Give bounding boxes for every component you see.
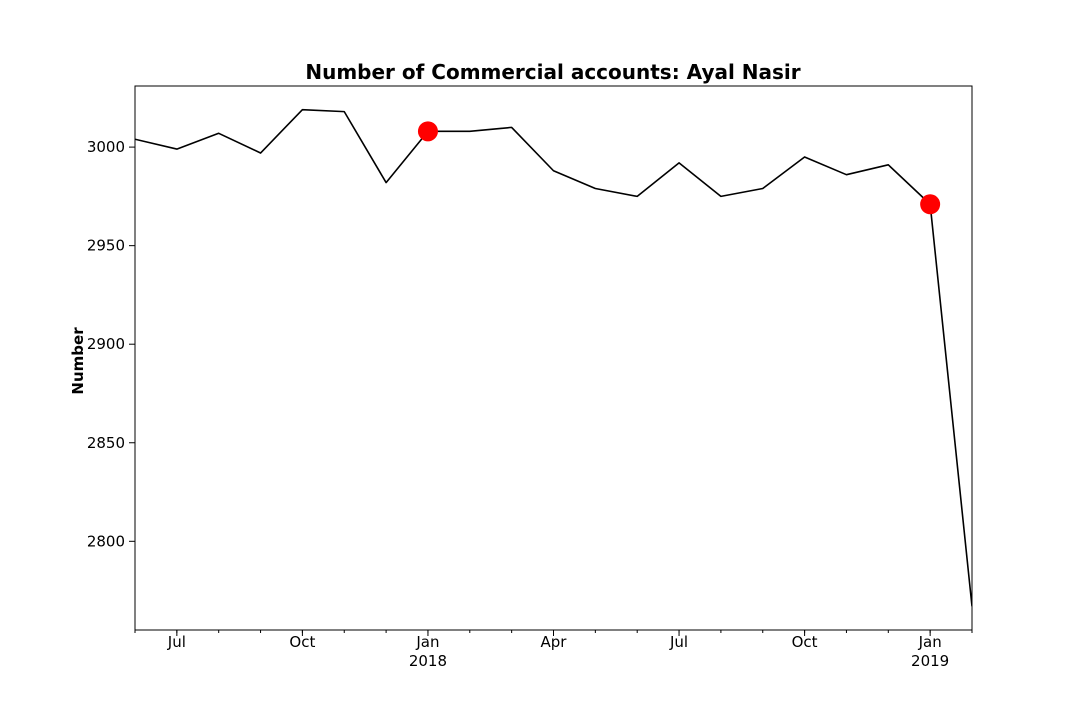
y-axis-title: Number (69, 327, 87, 395)
y-tick-label: 2850 (87, 434, 125, 452)
x-tick-label: Jan (415, 633, 439, 651)
y-tick-label: 2950 (87, 237, 125, 255)
x-tick-year-label: 2019 (911, 652, 949, 670)
chart-title: Number of Commercial accounts: Ayal Nasi… (305, 60, 800, 84)
y-tick-label: 2900 (87, 335, 125, 353)
x-tick-label: Jan (918, 633, 942, 651)
x-tick-label: Oct (289, 633, 315, 651)
series-line-0 (135, 108, 972, 607)
x-tick-label: Jul (669, 633, 688, 651)
y-tick-label: 3000 (87, 138, 125, 156)
x-tick-label: Apr (541, 633, 568, 651)
x-tick-label: Jul (167, 633, 186, 651)
plot-frame (134, 85, 973, 631)
x-tick-label: Oct (792, 633, 818, 651)
highlight-point (920, 194, 941, 215)
y-tick-label: 2800 (87, 532, 125, 550)
highlight-point (417, 121, 438, 142)
x-tick-year-label: 2018 (409, 652, 447, 670)
